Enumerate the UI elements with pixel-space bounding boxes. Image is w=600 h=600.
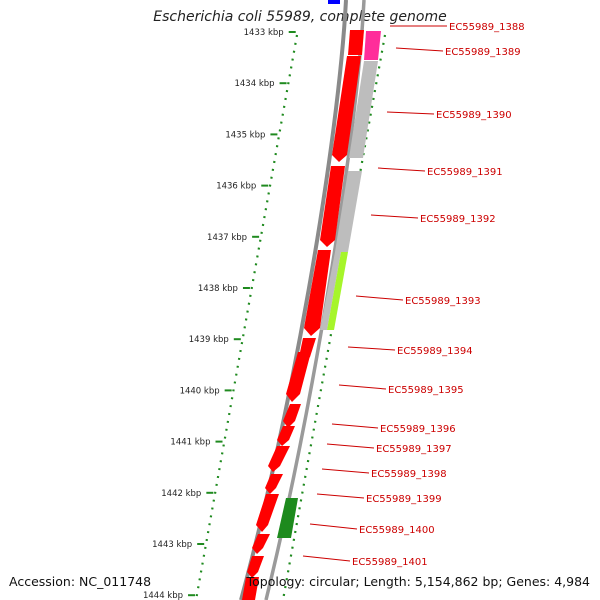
ruler-tick-label: 1436 kbp <box>216 182 256 192</box>
gene-leader-line <box>331 423 379 429</box>
cds-1402 <box>247 556 264 578</box>
ruler-tick-label: 1438 kbp <box>198 284 238 294</box>
cds-1389 <box>332 56 361 162</box>
gene-label: EC55989_1398 <box>371 469 447 480</box>
ruler-line-outer <box>194 34 299 600</box>
gene-leader-line <box>326 443 375 449</box>
ruler-tick-label: 1437 kbp <box>207 233 247 243</box>
accession-text: Accession: NC_011748 <box>9 574 152 589</box>
ruler: 1433 kbp 1434 kbp 1435 kbp 1436 kbp 1437 kbp… <box>143 28 387 600</box>
cds-1399 <box>265 474 283 494</box>
feature-dark-green <box>277 498 298 538</box>
gene-leader-line <box>370 214 419 219</box>
gene-leader-line <box>302 555 351 562</box>
gene-leader-line <box>321 468 370 474</box>
gene-label: EC55989_1388 <box>449 22 525 33</box>
feature-grey-3 <box>320 252 341 330</box>
ruler-tick-label: 1443 kbp <box>152 540 192 550</box>
cds-1396 <box>283 404 301 428</box>
cds-1400 <box>256 494 279 532</box>
cds-1401 <box>252 534 270 554</box>
cds-1393 <box>304 250 331 336</box>
gene-label: EC55989_1393 <box>405 296 481 307</box>
gene-label: EC55989_1389 <box>445 47 521 58</box>
gene-leader-line <box>347 346 396 351</box>
ruler-tick-label: 1433 kbp <box>244 28 284 38</box>
cds-1397 <box>277 426 295 446</box>
ruler-tick-label: 1434 kbp <box>234 79 274 89</box>
gene-label: EC55989_1396 <box>380 424 456 435</box>
ruler-tick-label: 1442 kbp <box>161 489 201 499</box>
cds-1391 <box>320 166 345 247</box>
gene-leader-line <box>309 523 358 530</box>
ruler-tick-label: 1439 kbp <box>189 335 229 345</box>
ruler-tick-label: 1444 kbp <box>143 591 183 600</box>
map-title: Escherichia coli 55989, complete genome <box>153 9 447 25</box>
gene-label: EC55989_1390 <box>436 110 512 121</box>
ruler-tick-label: 1435 kbp <box>225 130 265 140</box>
gene-leader-line <box>395 47 444 52</box>
gene-label: EC55989_1392 <box>420 214 496 225</box>
gene-leader-line <box>338 384 387 390</box>
features-forward <box>277 31 381 538</box>
gene-label: EC55989_1394 <box>397 346 473 357</box>
cds-1395 <box>286 352 311 402</box>
feature-magenta <box>364 31 381 60</box>
ruler-tick-label: 1440 kbp <box>180 386 220 396</box>
gene-label: EC55989_1397 <box>376 444 452 455</box>
gene-leader-line <box>355 295 404 301</box>
features-cds <box>242 30 364 600</box>
gene-labels: EC55989_1388 EC55989_1389 EC55989_1390 EC55… <box>302 22 525 568</box>
gene-leader-line <box>377 167 426 172</box>
feature-grey-1 <box>349 61 378 158</box>
gene-label: EC55989_1399 <box>366 494 442 505</box>
gene-label: EC55989_1391 <box>427 167 503 178</box>
feature-lime <box>327 252 348 330</box>
gene-leader-line <box>316 493 365 499</box>
ruler-tick-label: 1441 kbp <box>170 438 210 448</box>
topology-text: Topology: circular; Length: 5,154,862 bp… <box>246 574 590 589</box>
feature-blue <box>328 0 340 4</box>
cds-1398 <box>268 446 290 472</box>
gene-label: EC55989_1395 <box>388 385 464 396</box>
gene-label: EC55989_1401 <box>352 557 428 568</box>
feature-grey-2 <box>335 171 362 252</box>
gene-label: EC55989_1400 <box>359 525 435 536</box>
gene-leader-line <box>386 111 435 115</box>
cds-1388 <box>348 30 364 55</box>
cds-1403 <box>242 577 259 600</box>
